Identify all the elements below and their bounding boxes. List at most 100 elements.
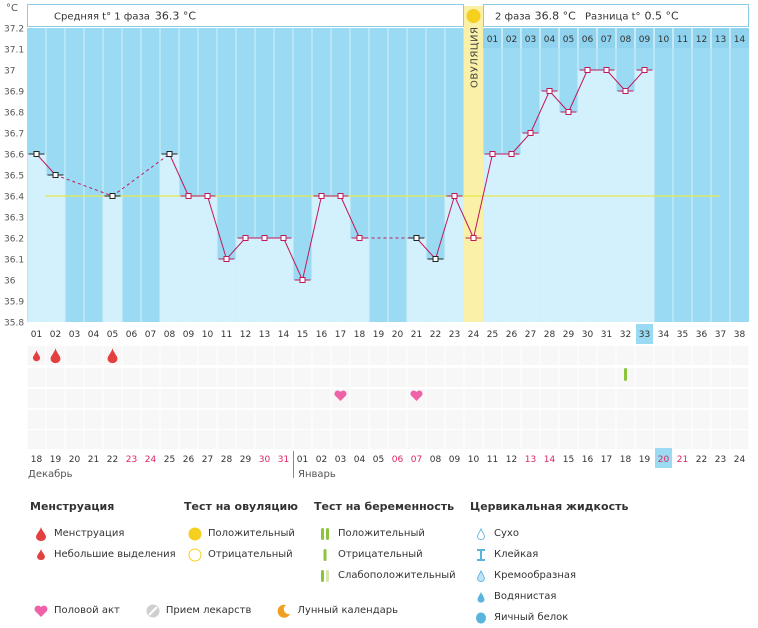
legend-ovulation-positive-label: Положительный xyxy=(208,528,295,539)
legend-cervical-eggwhite-item: Яичный белок xyxy=(470,607,628,628)
post-day-cell xyxy=(578,28,597,48)
marker-cell xyxy=(160,410,179,429)
marker-cell xyxy=(255,410,274,429)
marker-cell xyxy=(616,410,635,429)
marker-cell xyxy=(179,346,198,365)
marker-cell xyxy=(597,346,616,365)
marker-cell xyxy=(521,410,540,429)
marker-cell xyxy=(293,389,312,408)
ovulation-label: ОВУЛЯЦИЯ xyxy=(470,27,481,89)
temperature-bar xyxy=(312,196,331,322)
double-strip-icon xyxy=(314,526,336,542)
marker-cell xyxy=(84,346,103,365)
marker-cell xyxy=(673,346,692,365)
marker-cell xyxy=(635,389,654,408)
temperature-bar xyxy=(445,196,464,322)
temperature-point xyxy=(584,67,591,73)
post-day-label: 10 xyxy=(658,35,670,45)
cycle-day-label: 25 xyxy=(487,330,498,340)
cycle-day-label: 02 xyxy=(50,330,61,340)
heart-icon xyxy=(334,390,347,401)
date-label: 06 xyxy=(392,455,404,465)
date-label: 24 xyxy=(734,455,746,465)
cycle-day-label: 30 xyxy=(582,330,594,340)
post-day-cell xyxy=(540,28,559,48)
marker-cell xyxy=(540,430,559,449)
y-tick-label: 35.8 xyxy=(4,319,24,329)
marker-cell xyxy=(236,389,255,408)
date-label: 30 xyxy=(259,455,271,465)
temperature-segment xyxy=(625,69,645,92)
marker-cell xyxy=(407,346,426,365)
temperature-point xyxy=(223,256,230,262)
marker-cell xyxy=(521,389,540,408)
marker-cell xyxy=(483,346,502,365)
date-label: 19 xyxy=(639,455,651,465)
post-day-cell xyxy=(502,28,521,48)
current-date-highlight xyxy=(655,448,672,468)
temperature-bar xyxy=(616,91,635,322)
marker-cell xyxy=(312,346,331,365)
marker-cell xyxy=(103,368,122,387)
marker-cell xyxy=(540,368,559,387)
menstruation-drop-icon xyxy=(107,348,118,364)
marker-cell xyxy=(217,410,236,429)
marker-cell xyxy=(388,389,407,408)
cycle-day-label: 15 xyxy=(297,330,308,340)
marker-cell xyxy=(198,410,217,429)
legend-cervical-dry-item: Сухо xyxy=(470,523,628,544)
pregnancy-test-icon xyxy=(624,368,627,381)
marker-cell xyxy=(502,368,521,387)
temperature-point xyxy=(356,235,363,241)
marker-cell xyxy=(65,368,84,387)
legend-spotting-label: Небольшие выделения xyxy=(54,549,176,560)
marker-cell xyxy=(160,346,179,365)
y-tick-label: 36.6 xyxy=(4,151,24,161)
marker-cell xyxy=(502,346,521,365)
moon-icon xyxy=(273,603,295,619)
date-label: 28 xyxy=(221,455,233,465)
temperature-bar xyxy=(274,238,293,322)
legend-cervical-eggwhite-label: Яичный белок xyxy=(494,612,569,623)
marker-cell xyxy=(141,410,160,429)
temperature-point xyxy=(565,109,572,115)
legend-menstruation-item: Менструация xyxy=(30,523,176,544)
marker-cell xyxy=(312,368,331,387)
date-label: 16 xyxy=(582,455,594,465)
month-label-december: Декабрь xyxy=(28,469,73,480)
date-label: 03 xyxy=(335,455,346,465)
marker-cell xyxy=(692,368,711,387)
post-day-label: 05 xyxy=(563,35,574,45)
egg-white-icon xyxy=(470,610,492,626)
cycle-day-label: 03 xyxy=(69,330,80,340)
marker-cell xyxy=(369,368,388,387)
marker-cell xyxy=(407,410,426,429)
phase2-box xyxy=(483,4,749,27)
post-day-cell xyxy=(654,28,673,48)
drop-icon xyxy=(30,526,52,542)
heart-icon xyxy=(410,390,423,401)
marker-cell xyxy=(578,346,597,365)
marker-cell xyxy=(122,430,141,449)
marker-cell xyxy=(635,368,654,387)
marker-cell xyxy=(559,430,578,449)
marker-cell xyxy=(483,430,502,449)
temperature-point xyxy=(546,88,553,94)
marker-cell xyxy=(46,389,65,408)
legend-cervical-watery-item: Водянистая xyxy=(470,586,628,607)
marker-cell xyxy=(103,430,122,449)
marker-cell xyxy=(217,368,236,387)
date-label: 07 xyxy=(411,455,422,465)
marker-cell xyxy=(312,410,331,429)
y-tick-label: 36.4 xyxy=(4,193,24,203)
sticky-icon xyxy=(470,547,492,563)
temperature-segment xyxy=(416,237,436,260)
legend-pregnancy-weak-label: Слабоположительный xyxy=(338,570,456,581)
phase1-label: Средняя t° 1 фаза xyxy=(54,12,150,23)
marker-cell xyxy=(103,410,122,429)
date-label: 22 xyxy=(107,455,118,465)
marker-cell xyxy=(46,410,65,429)
creamy-drop-icon xyxy=(470,568,492,584)
post-day-cell xyxy=(635,28,654,48)
marker-cell xyxy=(692,410,711,429)
